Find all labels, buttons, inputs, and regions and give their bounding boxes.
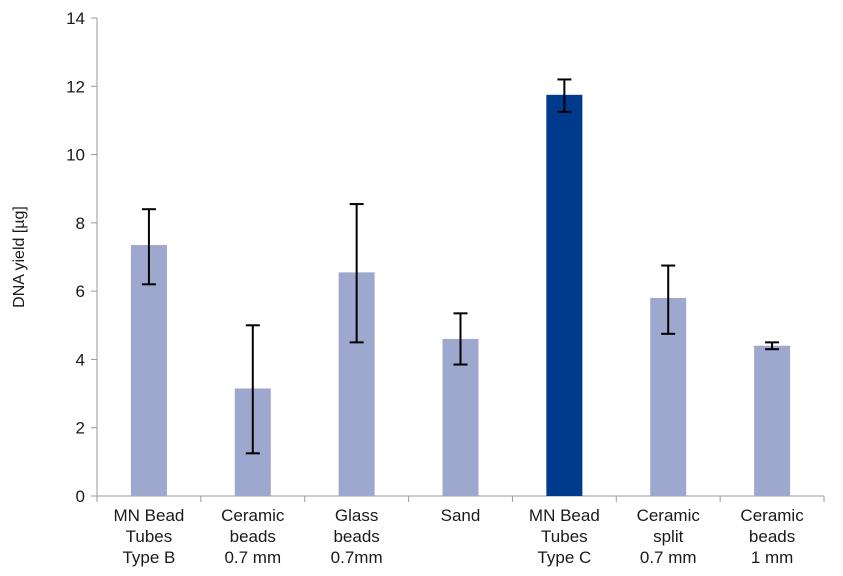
error-bars-group bbox=[141, 78, 780, 455]
x-category-label: Ceramic beads 0.7 mm bbox=[221, 506, 285, 567]
x-category-label-line: 0.7 mm bbox=[224, 548, 281, 567]
x-category-label-line: Sand bbox=[441, 506, 481, 525]
y-axis-title: DNA yield [µg] bbox=[11, 206, 28, 308]
x-category-label-line: Ceramic bbox=[221, 506, 285, 525]
x-category-label: Ceramic split 0.7 mm bbox=[637, 506, 701, 567]
y-tick-label: 10 bbox=[66, 146, 85, 165]
x-axis-labels: MN Bead Tubes Type B Ceramic beads 0.7 mm Glas… bbox=[113, 506, 804, 567]
x-category-label-line: beads bbox=[230, 527, 276, 546]
y-tick-label: 6 bbox=[76, 282, 85, 301]
x-category-label: Glass beads 0.7mm bbox=[331, 506, 383, 567]
x-category-label-line: Ceramic bbox=[740, 506, 804, 525]
x-category-label-line: Tubes bbox=[541, 527, 588, 546]
x-category-label: Ceramic beads 1 mm bbox=[740, 506, 804, 567]
x-category-label-line: Tubes bbox=[126, 527, 173, 546]
x-category-label-line: MN Bead bbox=[113, 506, 184, 525]
x-category-label-line: beads bbox=[749, 527, 795, 546]
x-axis-ticks bbox=[96, 496, 825, 502]
x-category-label-line: Glass bbox=[335, 506, 378, 525]
x-category-label-line: 1 mm bbox=[751, 548, 794, 567]
bars-group bbox=[130, 94, 791, 497]
x-category-label-line: MN Bead bbox=[529, 506, 600, 525]
x-category-label-line: Ceramic bbox=[637, 506, 701, 525]
y-tick-label: 0 bbox=[76, 487, 85, 506]
y-tick-label: 8 bbox=[76, 214, 85, 233]
bar bbox=[546, 94, 583, 497]
x-category-label-line: 0.7 mm bbox=[640, 548, 697, 567]
y-tick-label: 4 bbox=[76, 350, 85, 369]
x-category-label: Sand bbox=[441, 506, 481, 525]
x-category-label-line: Type C bbox=[537, 548, 591, 567]
x-category-label-line: beads bbox=[333, 527, 379, 546]
y-axis-ticks: 0 2 4 6 8 10 12 14 bbox=[66, 9, 97, 506]
x-category-label-line: split bbox=[653, 527, 684, 546]
bar bbox=[754, 345, 791, 496]
x-category-label: MN Bead Tubes Type C bbox=[529, 506, 600, 567]
x-category-label-line: 0.7mm bbox=[331, 548, 383, 567]
y-tick-label: 12 bbox=[66, 77, 85, 96]
x-category-label-line: Type B bbox=[122, 548, 175, 567]
y-tick-label: 2 bbox=[76, 419, 85, 438]
x-category-label: MN Bead Tubes Type B bbox=[113, 506, 184, 567]
y-tick-label: 14 bbox=[66, 9, 85, 28]
bar bbox=[130, 245, 167, 496]
